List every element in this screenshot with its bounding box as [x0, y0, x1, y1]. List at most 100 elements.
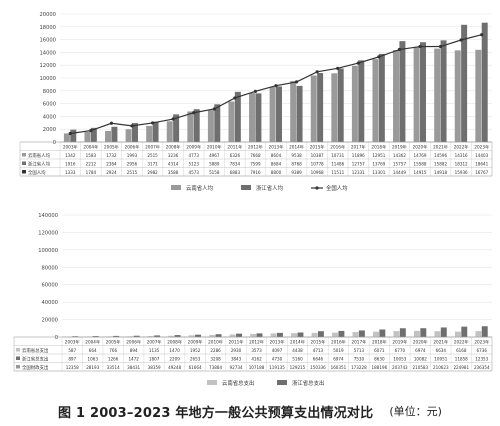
bar — [90, 127, 97, 142]
line-point — [459, 38, 463, 42]
table-cell: 173228 — [351, 365, 367, 370]
line-point — [68, 131, 72, 136]
table-cell: 14596 — [434, 153, 447, 158]
table-cell: 587 — [68, 348, 76, 353]
table-cell: 12951 — [372, 153, 385, 158]
table-cell: 8800 — [271, 170, 282, 175]
bar — [111, 126, 118, 142]
table-cell: 12358 — [66, 365, 79, 370]
line-point — [89, 128, 93, 133]
y-tick-label: 80000 — [41, 265, 58, 271]
legend-label: 云南省总支出 — [222, 379, 254, 387]
bar — [296, 85, 303, 142]
table-cell: 2982 — [147, 170, 158, 175]
table-cell: 1266 — [108, 357, 119, 362]
table-cell: 9538 — [291, 153, 302, 158]
y-tick-label: 6000 — [43, 102, 56, 108]
table-cell: 38359 — [148, 365, 161, 370]
y-tick-label: 0 — [55, 335, 58, 341]
table-cell: 10968 — [311, 170, 324, 175]
line-point — [294, 80, 299, 84]
x-tick-label: 2019年 — [392, 339, 407, 346]
table-cell: 11896 — [352, 153, 365, 158]
table-cell: 150336 — [310, 365, 326, 370]
bar — [146, 125, 153, 142]
table-cell: 1472 — [128, 357, 139, 362]
y-tick-label: 12000 — [39, 63, 56, 69]
x-tick-label: 2022年 — [454, 144, 469, 151]
table-cell: 9389 — [291, 170, 302, 175]
table-cell: 14915 — [413, 170, 426, 175]
line-point — [171, 117, 175, 121]
table-cell: 2515 — [147, 153, 158, 158]
table-cell: 4097 — [272, 348, 283, 353]
x-tick-label: 2016年 — [330, 144, 345, 151]
table-cell: 4573 — [189, 170, 200, 175]
bar — [193, 109, 200, 142]
y-tick-label: 100000 — [38, 248, 58, 254]
x-tick-label: 2005年 — [106, 339, 121, 346]
table-cell: 2384 — [106, 162, 117, 167]
table-cell: 5019 — [333, 348, 344, 353]
table-cell: 8768 — [291, 162, 302, 167]
bar — [234, 91, 241, 142]
line-point — [418, 44, 422, 49]
table-cell: 14362 — [393, 153, 406, 158]
x-tick-label: 2017年 — [351, 144, 366, 151]
y-tick-label: 140000 — [38, 213, 58, 219]
bar — [255, 93, 262, 142]
table-cell: 3588 — [168, 170, 179, 175]
table-cell: 6736 — [477, 348, 488, 353]
bar — [105, 130, 112, 142]
bar — [331, 73, 338, 142]
bar — [133, 335, 140, 337]
table-cell: 13301 — [372, 170, 385, 175]
table-cell: 1952 — [190, 348, 201, 353]
bar — [352, 332, 359, 337]
table-cell: 11511 — [331, 170, 344, 175]
bar — [461, 24, 468, 142]
x-tick-label: 2017年 — [351, 339, 366, 346]
bar — [379, 329, 386, 337]
table-cell: 210623 — [433, 365, 449, 370]
legend-swatch — [277, 380, 287, 385]
table-swatch — [22, 153, 26, 157]
bar — [440, 327, 447, 337]
x-tick-label: 2012年 — [249, 339, 264, 346]
bar — [270, 333, 277, 337]
legend-label: 全国人均 — [326, 184, 348, 192]
x-tick-label: 2018年 — [371, 144, 386, 151]
bar — [290, 80, 297, 142]
line-point — [109, 121, 114, 125]
table-cell: 5158 — [209, 170, 220, 175]
table-cell: 18641 — [475, 162, 488, 167]
table-cell: 18312 — [455, 162, 468, 167]
table-cell: 1784 — [86, 170, 97, 175]
x-tick-label: 2013年 — [269, 144, 284, 151]
table-row-label: 全国财政支出 — [22, 364, 48, 371]
line-point — [150, 121, 155, 125]
table-cell: 14449 — [393, 170, 406, 175]
bar — [70, 129, 77, 142]
bar — [147, 336, 154, 337]
table-cell: 3208 — [210, 357, 221, 362]
x-tick-label: 2011年 — [229, 339, 244, 346]
line-point — [130, 124, 134, 128]
table-cell: 14769 — [413, 153, 426, 158]
figure-unit: (单位：元) — [389, 405, 442, 418]
table-cell: 38431 — [127, 365, 140, 370]
y-tick-label: 8000 — [43, 89, 56, 95]
bar — [310, 75, 317, 142]
table-cell: 5713 — [354, 348, 365, 353]
x-tick-label: 2015年 — [311, 339, 326, 346]
table-cell: 6634 — [436, 348, 447, 353]
legend-swatch — [241, 185, 251, 190]
x-tick-label: 2009年 — [188, 339, 203, 346]
y-tick-label: 16000 — [39, 38, 56, 44]
legend-swatch — [171, 185, 181, 190]
table-cell: 12353 — [475, 357, 488, 362]
bar — [214, 104, 221, 142]
bar — [125, 129, 132, 142]
table-cell: 6326 — [230, 153, 241, 158]
table-cell: 1916 — [65, 162, 76, 167]
